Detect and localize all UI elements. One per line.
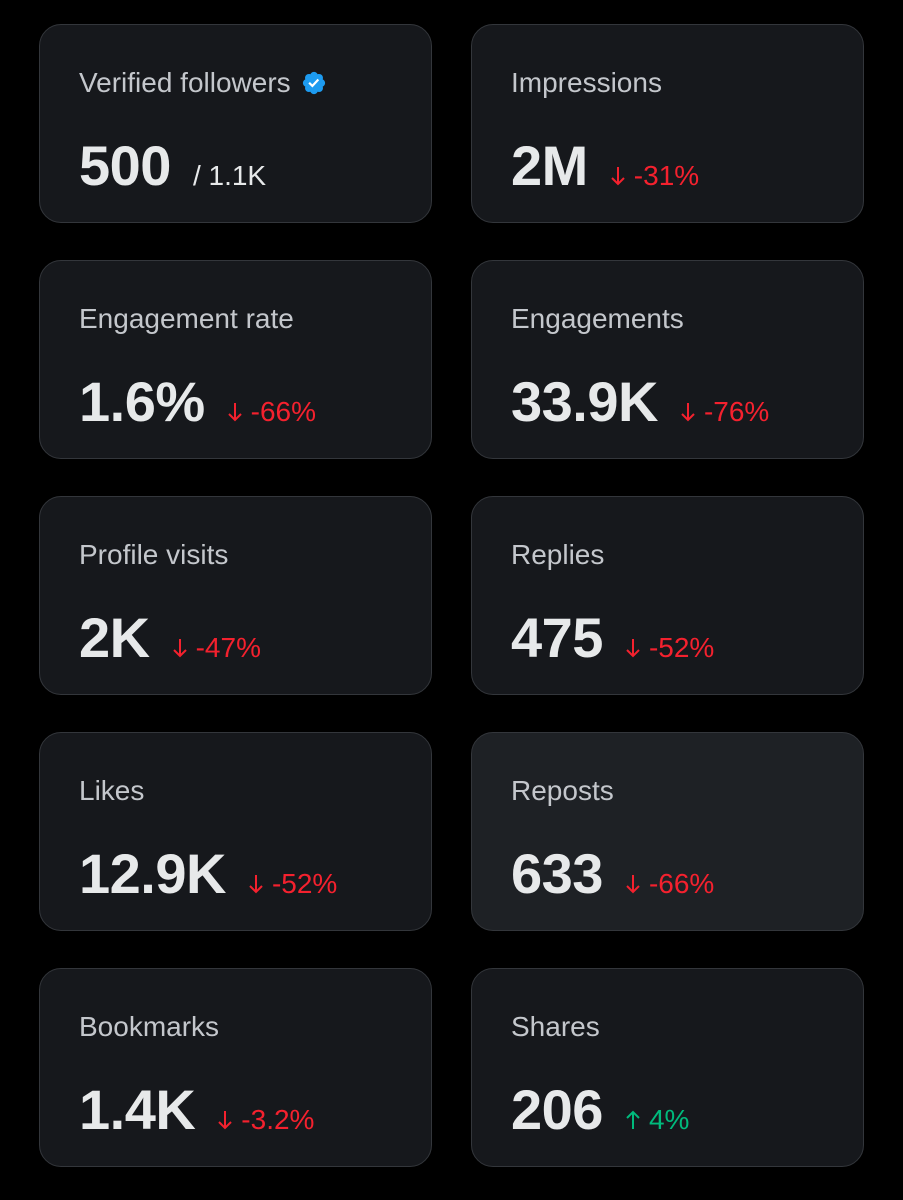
metric-label-row: Verified followers (79, 67, 327, 99)
metric-change-value: -31% (633, 160, 700, 191)
arrow-down-icon (625, 870, 641, 894)
metric-value-row: 12.9K -52% (79, 841, 337, 906)
metric-value-row: 1.6% -66% (79, 369, 316, 434)
metric-card-replies[interactable]: Replies 475 -52% (471, 496, 864, 695)
metric-total: / 1.1K (192, 160, 267, 191)
arrow-down-icon (227, 398, 243, 422)
arrow-down-icon (217, 1106, 233, 1130)
metric-label: Replies (511, 539, 605, 570)
metric-change: -31% (610, 160, 699, 192)
metric-value-row: 33.9K -76% (511, 369, 769, 434)
metric-card-engagement-rate[interactable]: Engagement rate 1.6% -66% (39, 260, 432, 459)
metric-card-reposts[interactable]: Reposts 633 -66% (471, 732, 864, 931)
metrics-grid: Verified followers 500 / 1.1K Impression… (39, 24, 864, 1167)
metric-label: Impressions (511, 67, 662, 98)
metric-change-value: -66% (250, 396, 317, 427)
metric-change-value: -52% (648, 632, 715, 663)
metric-value: 206 (511, 1078, 603, 1141)
metric-card-bookmarks[interactable]: Bookmarks 1.4K -3.2% (39, 968, 432, 1167)
verified-badge-icon (301, 70, 327, 96)
metric-change: -52% (625, 632, 714, 664)
metric-value-row: 633 -66% (511, 841, 714, 906)
metric-change: -47% (172, 632, 261, 664)
metric-card-shares[interactable]: Shares 206 4% (471, 968, 864, 1167)
metric-value: 1.4K (79, 1078, 196, 1141)
arrow-down-icon (172, 634, 188, 658)
metric-change-value: 4% (648, 1104, 690, 1135)
metric-label: Likes (79, 775, 145, 806)
metric-change: -3.2% (217, 1104, 314, 1136)
metric-change-value: -52% (271, 868, 338, 899)
metric-change-value: -47% (195, 632, 261, 663)
metric-change-value: -3.2% (241, 1104, 315, 1135)
metric-value: 12.9K (79, 842, 226, 905)
metric-value: 2M (511, 134, 588, 197)
arrow-up-icon (625, 1106, 641, 1129)
metric-value-row: 475 -52% (511, 605, 714, 670)
metric-label: Shares (511, 1011, 600, 1042)
metric-value: 500 (79, 134, 171, 197)
metric-change: 4% (625, 1104, 689, 1136)
arrow-down-icon (625, 634, 641, 658)
metric-value-row: 206 4% (511, 1077, 689, 1142)
metric-change: -66% (625, 868, 714, 900)
metric-card-impressions[interactable]: Impressions 2M -31% (471, 24, 864, 223)
metric-value: 475 (511, 606, 603, 669)
metric-card-profile-visits[interactable]: Profile visits 2K -47% (39, 496, 432, 695)
metric-value: 2K (79, 606, 150, 669)
metric-label: Reposts (511, 775, 614, 806)
metric-value-row: 2K -47% (79, 605, 261, 670)
arrow-down-icon (610, 162, 626, 186)
metric-value: 33.9K (511, 370, 658, 433)
arrow-down-icon (680, 398, 696, 422)
metric-change: -76% (680, 396, 769, 428)
metric-value: 1.6% (79, 370, 205, 433)
metric-change-value: -76% (703, 396, 770, 427)
metric-card-engagements[interactable]: Engagements 33.9K -76% (471, 260, 864, 459)
metric-change-value: -66% (648, 868, 715, 899)
metric-label: Engagements (511, 303, 684, 334)
metric-value-row: 500 / 1.1K (79, 133, 266, 198)
metric-value: 633 (511, 842, 603, 905)
metric-change: -52% (248, 868, 337, 900)
metric-value-row: 2M -31% (511, 133, 699, 198)
metric-label: Engagement rate (79, 303, 294, 334)
metric-card-verified-followers[interactable]: Verified followers 500 / 1.1K (39, 24, 432, 223)
metric-label: Profile visits (79, 539, 229, 570)
metric-change: -66% (227, 396, 316, 428)
metric-label: Verified followers (79, 67, 291, 98)
metric-value-row: 1.4K -3.2% (79, 1077, 314, 1142)
metric-card-likes[interactable]: Likes 12.9K -52% (39, 732, 432, 931)
arrow-down-icon (248, 870, 264, 894)
metric-label: Bookmarks (79, 1011, 220, 1042)
